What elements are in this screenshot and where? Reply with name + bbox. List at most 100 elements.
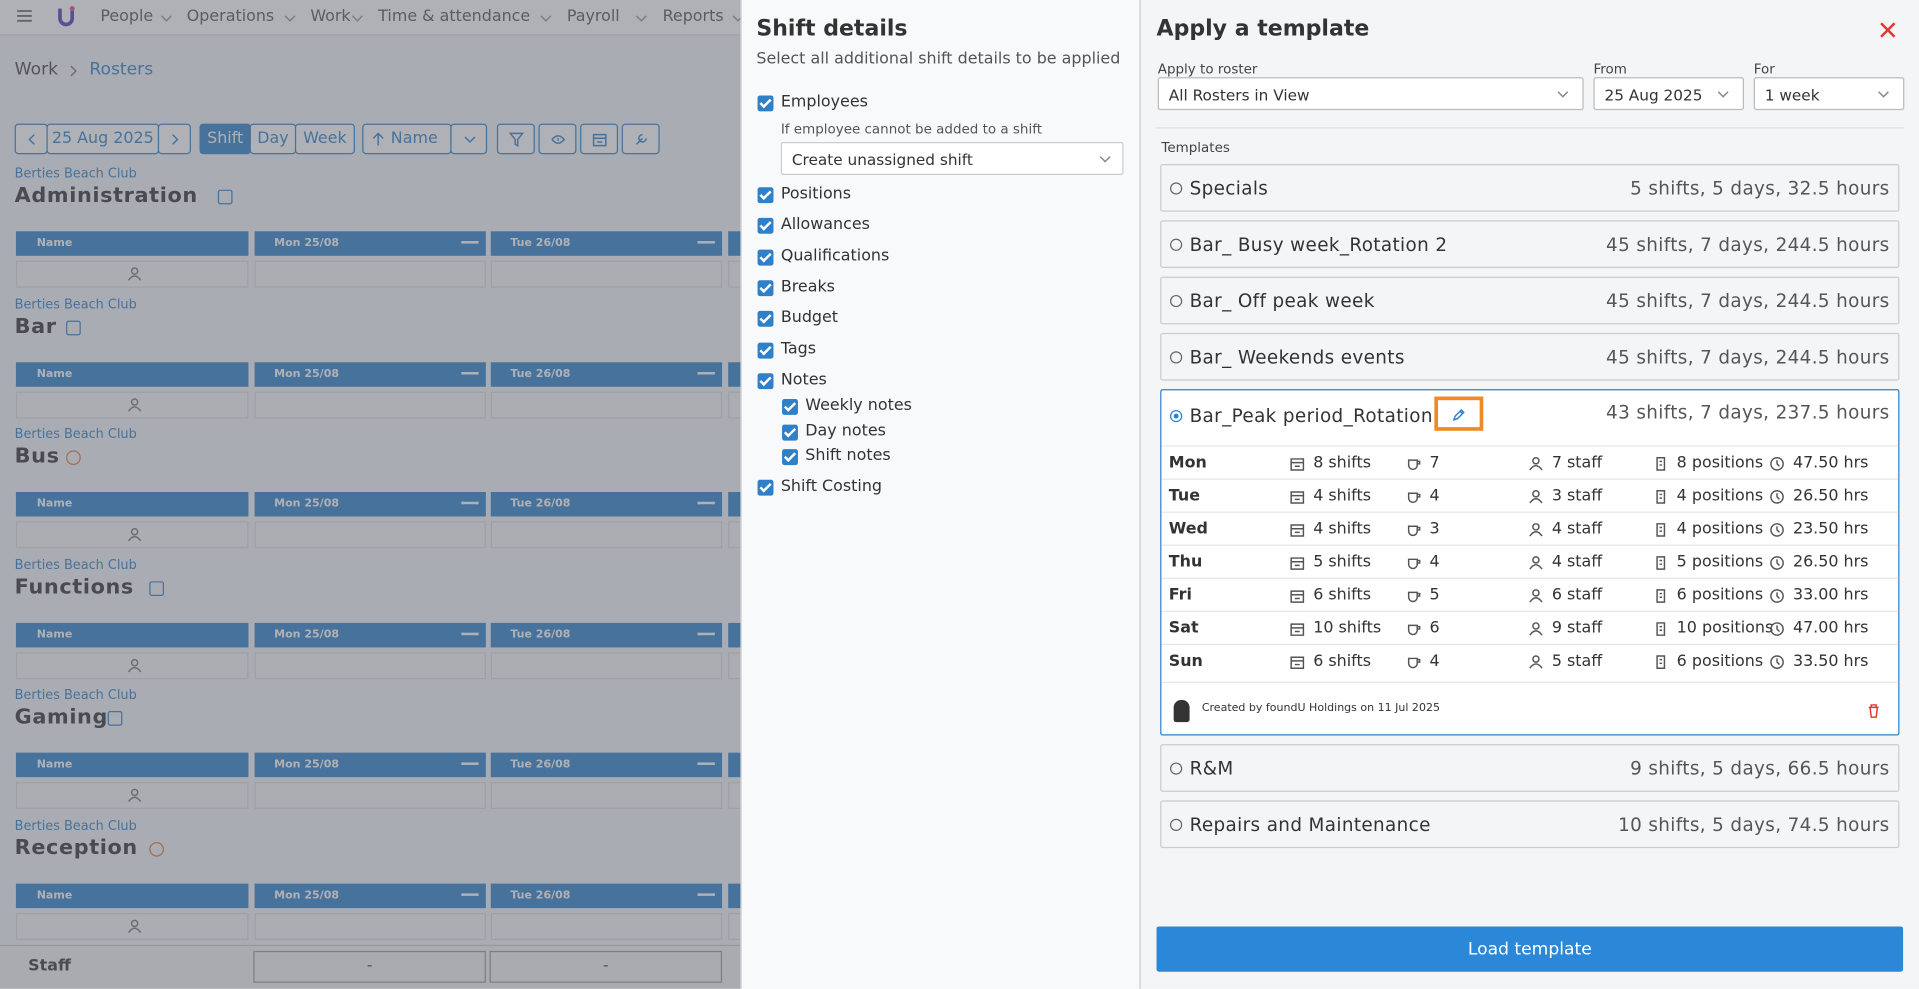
day-positions: 6 positions <box>1676 652 1764 671</box>
day-hours: 33.50 hrs <box>1792 652 1869 671</box>
caret <box>1099 156 1111 163</box>
template-summary: 43 shifts, 7 days, 237.5 hours <box>1606 401 1890 424</box>
radio[interactable] <box>1170 294 1183 308</box>
template-name: Bar_Peak period_Rotation 1 <box>1189 405 1452 428</box>
template-summary: 45 shifts, 7 days, 244.5 hours <box>1606 346 1890 369</box>
fallback-select[interactable]: Create unassigned shift <box>780 141 1124 176</box>
day-positions: 10 positions <box>1676 619 1774 638</box>
checkbox[interactable] <box>757 342 774 358</box>
row-divider <box>1161 610 1899 612</box>
close-button[interactable] <box>1880 22 1896 38</box>
positions-icon <box>1656 622 1666 636</box>
checkbox[interactable] <box>782 398 798 415</box>
template-card[interactable]: Repairs and Maintenance 10 shifts, 5 days… <box>1160 800 1900 849</box>
hours-icon <box>1770 655 1784 669</box>
radio[interactable] <box>1170 182 1183 195</box>
shift-details-panel: Shift details Select all additional shift… <box>740 0 1140 989</box>
day-shifts: 4 shifts <box>1313 487 1372 506</box>
checkbox[interactable] <box>757 280 774 297</box>
caret <box>1878 91 1889 98</box>
template-name: Bar_ Busy week_Rotation 2 <box>1189 233 1448 256</box>
day-shifts: 6 shifts <box>1313 586 1372 605</box>
checkbox[interactable] <box>757 95 774 112</box>
row-divider <box>1161 478 1899 480</box>
radio[interactable] <box>1170 762 1183 775</box>
load-button[interactable]: Load template <box>1156 926 1904 972</box>
staff-icon <box>1529 490 1543 504</box>
day-shifts: 8 shifts <box>1313 454 1372 473</box>
checkbox[interactable] <box>757 187 774 204</box>
day-breaks: 3 <box>1429 520 1440 539</box>
day-hours: 47.50 hrs <box>1792 454 1869 473</box>
staff-icon <box>1529 622 1543 636</box>
day-hours: 47.00 hrs <box>1792 619 1869 638</box>
panel-subtitle: Select all additional shift details to b… <box>756 50 1121 69</box>
hours-icon <box>1770 556 1784 570</box>
breaks-icon <box>1407 492 1421 504</box>
day-breaks: 4 <box>1429 553 1440 572</box>
row-divider <box>1161 681 1899 683</box>
checkbox[interactable] <box>782 424 798 440</box>
day-shifts: 5 shifts <box>1313 553 1372 572</box>
staff-icon <box>1529 556 1543 570</box>
template-card[interactable]: Bar_ Off peak week 45 shifts, 7 days, 244… <box>1160 276 1900 325</box>
positions-icon <box>1656 655 1666 669</box>
hours-icon <box>1770 456 1784 471</box>
checkbox-label: Shift notes <box>805 446 891 466</box>
checkbox[interactable] <box>757 249 774 266</box>
delete-button[interactable] <box>1866 704 1881 719</box>
template-card[interactable]: Bar_ Busy week_Rotation 2 45 shifts, 7 da… <box>1160 220 1900 269</box>
shifts-icon <box>1290 524 1305 537</box>
template-name: Specials <box>1189 177 1269 200</box>
day-breaks: 7 <box>1429 454 1440 473</box>
template-name: Repairs and Maintenance <box>1189 813 1431 836</box>
radio[interactable] <box>1170 351 1183 364</box>
checkbox[interactable] <box>757 373 774 389</box>
day-staff: 6 staff <box>1551 586 1603 605</box>
breaks-icon <box>1407 624 1421 636</box>
day-day: Fri <box>1168 586 1192 605</box>
day-breaks: 6 <box>1429 619 1440 638</box>
checkbox-label: Positions <box>780 184 852 204</box>
day-shifts: 6 shifts <box>1313 652 1372 671</box>
day-staff: 5 staff <box>1551 652 1603 671</box>
template-card[interactable]: R&M 9 shifts, 5 days, 66.5 hours <box>1160 744 1900 792</box>
field-label: Apply to roster <box>1157 61 1258 78</box>
day-staff: 7 staff <box>1551 454 1603 473</box>
caret <box>1717 91 1729 98</box>
staff-icon <box>1529 523 1543 537</box>
radio[interactable] <box>1170 409 1183 423</box>
shifts-icon <box>1290 557 1305 570</box>
checkbox-label: Employees <box>780 93 868 112</box>
template-summary: 9 shifts, 5 days, 66.5 hours <box>1630 757 1890 780</box>
field-select[interactable]: All Rosters in View <box>1157 77 1584 111</box>
edit-button[interactable] <box>1434 396 1484 431</box>
radio[interactable] <box>1170 818 1183 831</box>
shifts-icon <box>1290 623 1305 636</box>
field-select[interactable]: 25 Aug 2025 <box>1593 77 1744 111</box>
template-name: Bar_ Weekends events <box>1189 346 1405 369</box>
checkbox[interactable] <box>757 218 774 235</box>
field-select[interactable]: 1 week <box>1753 77 1905 111</box>
day-staff: 3 staff <box>1551 487 1603 506</box>
template-card[interactable]: Bar_ Weekends events 45 shifts, 7 days, 2… <box>1160 332 1900 381</box>
day-shifts: 4 shifts <box>1313 520 1372 539</box>
checkbox[interactable] <box>757 311 774 327</box>
template-summary: 45 shifts, 7 days, 244.5 hours <box>1606 290 1890 313</box>
checkbox[interactable] <box>782 449 798 466</box>
checkbox[interactable] <box>757 479 774 496</box>
checkbox-label: Qualifications <box>780 246 890 266</box>
template-card[interactable]: Specials 5 shifts, 5 days, 32.5 hours <box>1160 163 1900 212</box>
day-shifts: 10 shifts <box>1313 619 1382 638</box>
templates-label: Templates <box>1161 139 1230 156</box>
checkbox-label: Notes <box>780 370 827 389</box>
hours-icon <box>1770 589 1784 603</box>
radio[interactable] <box>1170 238 1183 251</box>
day-positions: 4 positions <box>1676 520 1764 539</box>
template-card[interactable]: Bar_Peak period_Rotation 1 43 shifts, 7 d… <box>1160 389 1900 736</box>
panel-title: Apply a template <box>1156 15 1370 42</box>
positions-icon <box>1656 456 1666 471</box>
template-name: Bar_ Off peak week <box>1189 290 1375 313</box>
